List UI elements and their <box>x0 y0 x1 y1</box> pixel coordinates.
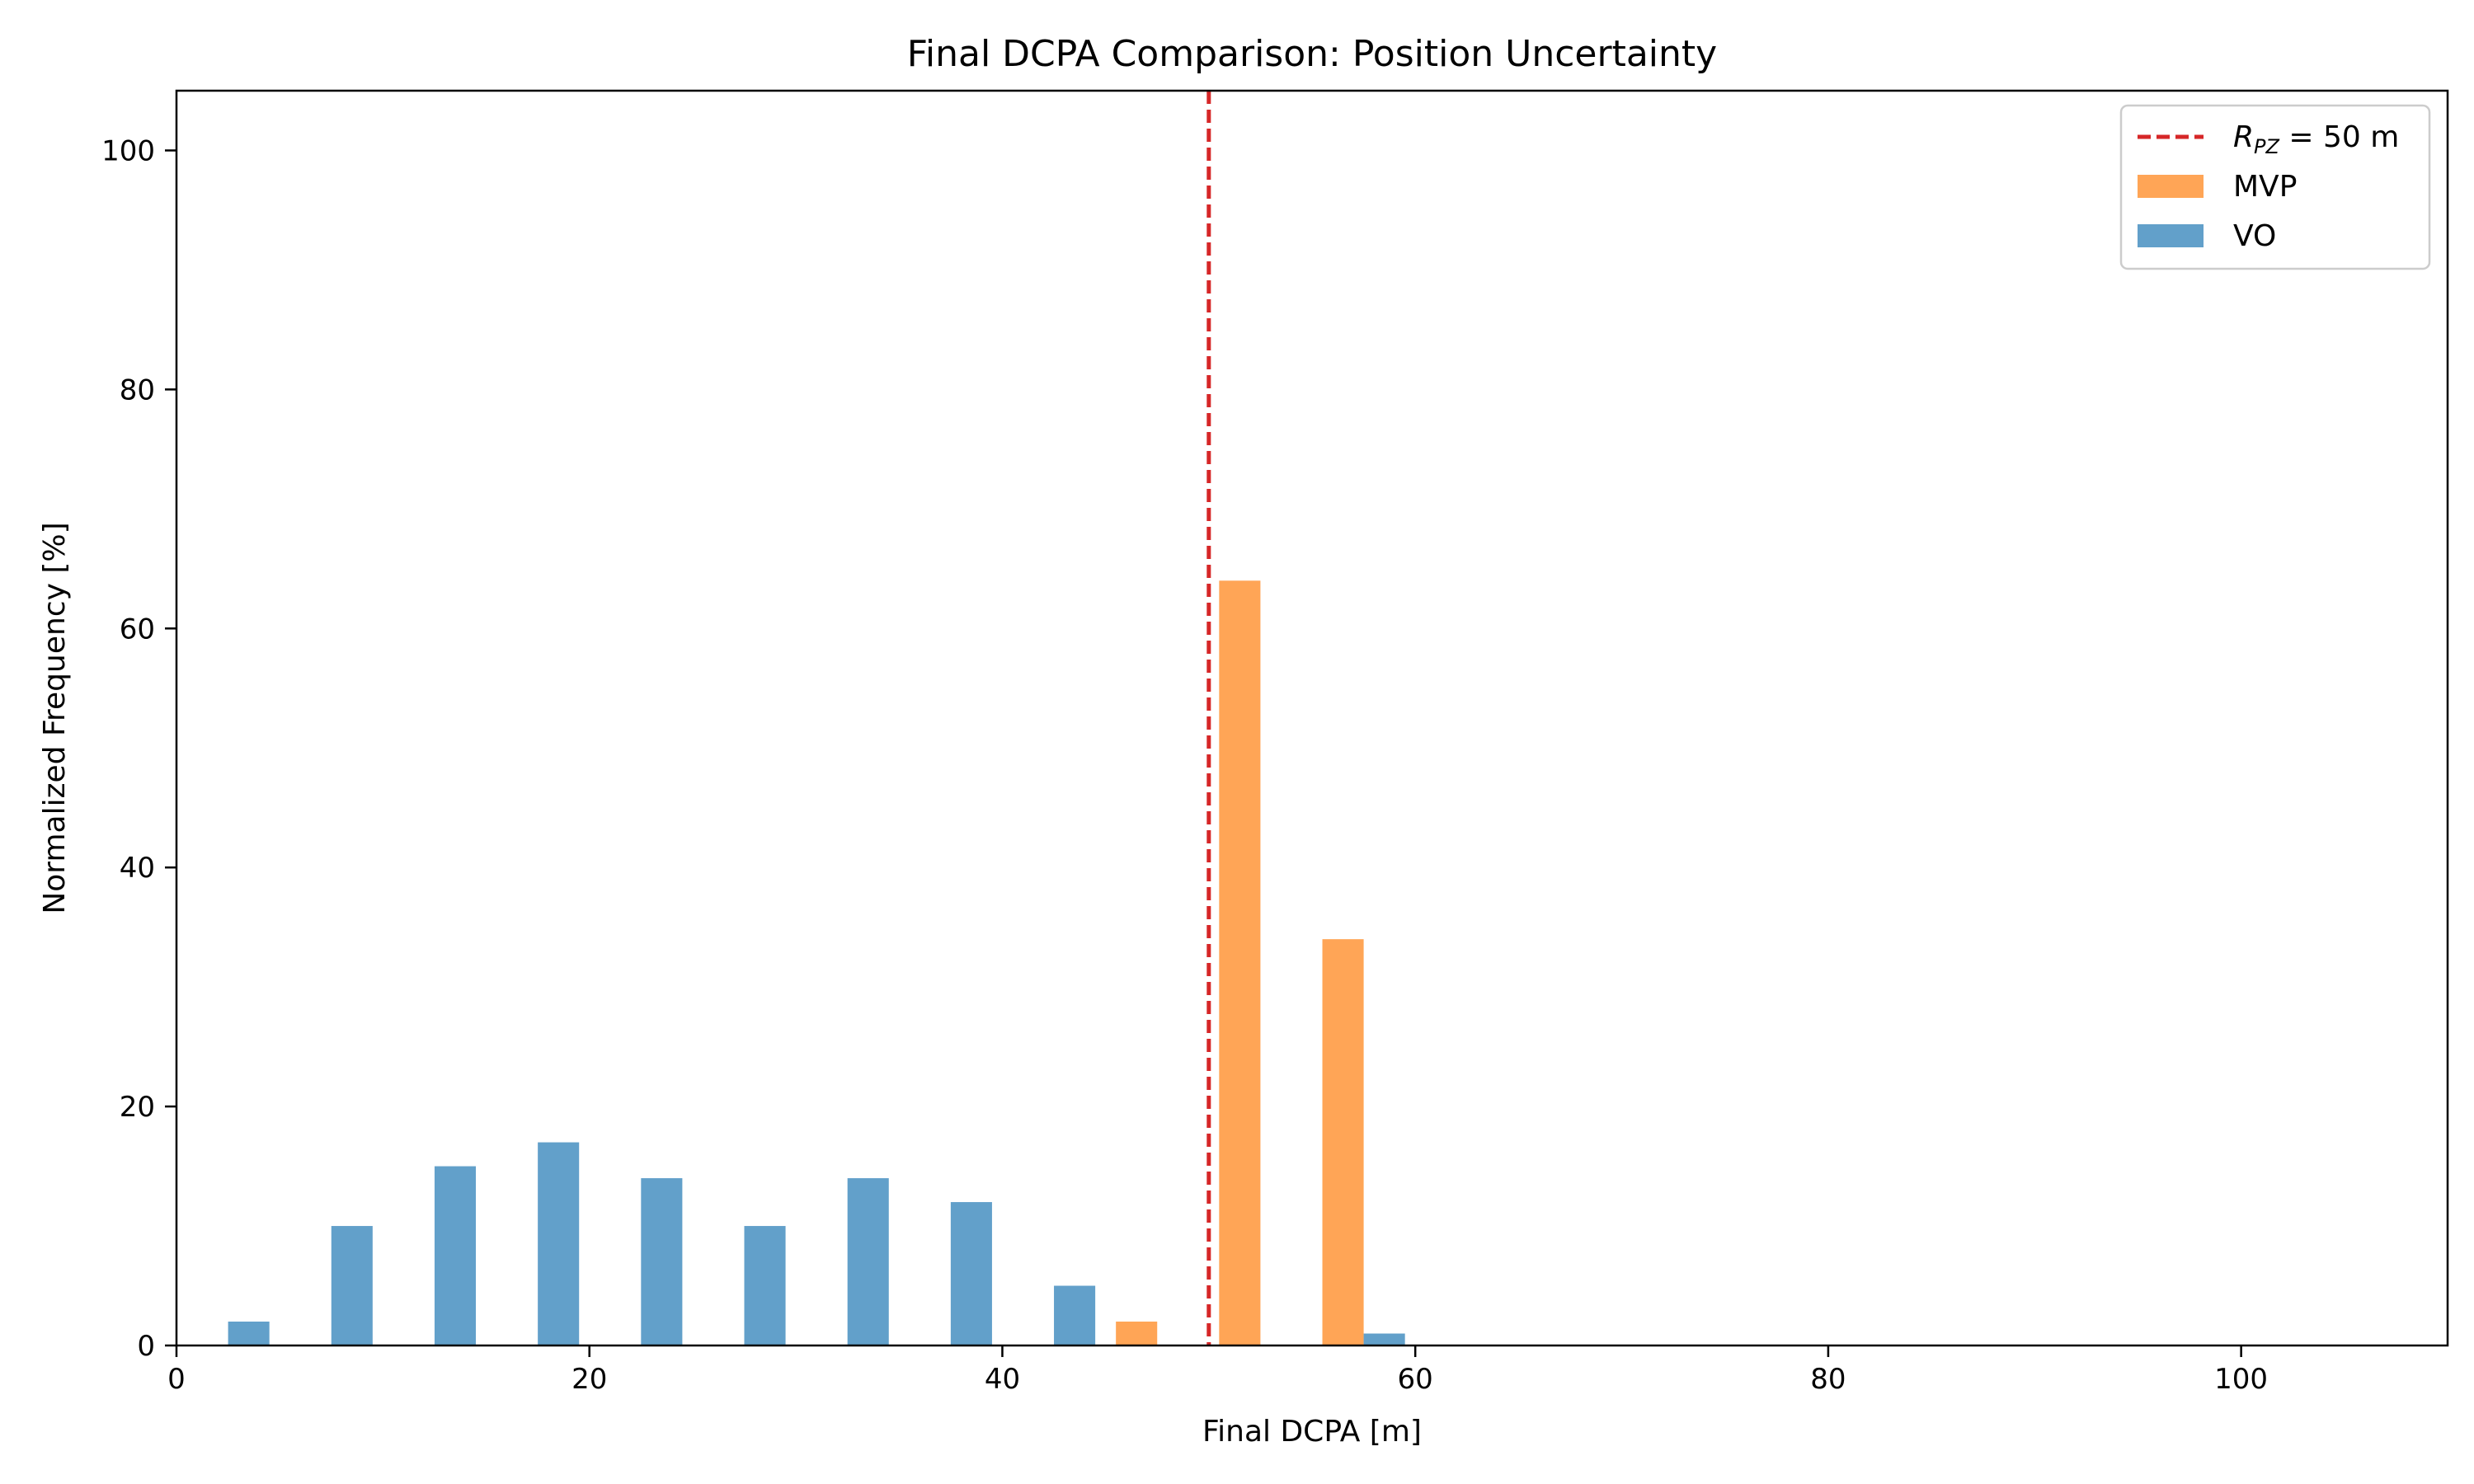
vo-bar-7 <box>950 1202 992 1345</box>
x-axis-ticks: 0 20 40 60 80 100 <box>167 1345 2268 1396</box>
vo-bar-2 <box>434 1166 477 1345</box>
legend-r-value: = 50 m <box>2279 120 2399 154</box>
vo-bar-0 <box>228 1322 270 1345</box>
vo-bar-6 <box>847 1178 889 1345</box>
mvp-bar-0 <box>1116 1322 1158 1345</box>
x-tick-label: 100 <box>2214 1363 2268 1396</box>
vo-bar-8 <box>1054 1285 1096 1345</box>
bars-layer <box>228 580 1405 1345</box>
vo-bar-1 <box>331 1226 373 1345</box>
chart-title: Final DCPA Comparison: Position Uncertai… <box>907 33 1717 75</box>
y-tick-label: 60 <box>120 613 155 646</box>
legend-r-symbol: R <box>2233 120 2254 154</box>
y-tick-label: 20 <box>120 1091 155 1124</box>
x-tick-label: 40 <box>985 1363 1020 1396</box>
y-tick-label: 0 <box>137 1330 155 1363</box>
vo-bar-9 <box>1363 1333 1405 1345</box>
legend-reference-line-label: RPZ = 50 m <box>2233 120 2399 158</box>
legend: RPZ = 50 m MVP VO <box>2119 104 2431 270</box>
x-tick-label: 0 <box>167 1363 186 1396</box>
x-tick-label: 80 <box>1810 1363 1846 1396</box>
legend-vo-swatch <box>2138 224 2204 247</box>
y-tick-label: 40 <box>120 852 155 885</box>
mvp-bar-2 <box>1322 939 1364 1345</box>
vo-bar-3 <box>538 1142 580 1345</box>
x-tick-label: 20 <box>571 1363 607 1396</box>
y-axis-ticks: 0 20 40 60 80 100 <box>101 134 176 1363</box>
x-tick-label: 60 <box>1398 1363 1433 1396</box>
x-axis-label: Final DCPA [m] <box>1202 1415 1422 1449</box>
y-tick-label: 100 <box>101 134 155 167</box>
plot-frame <box>175 89 2449 1347</box>
legend-r-subscript: PZ <box>2254 135 2279 158</box>
legend-mvp-label: MVP <box>2233 170 2297 204</box>
y-tick-label: 80 <box>120 373 155 406</box>
legend-vo-label: VO <box>2233 219 2276 253</box>
mvp-bar-1 <box>1219 580 1261 1345</box>
y-axis-label: Normalized Frequency [%] <box>38 522 72 913</box>
vo-bar-5 <box>744 1226 786 1345</box>
legend-mvp-swatch <box>2138 175 2204 198</box>
vo-bar-4 <box>641 1178 683 1345</box>
